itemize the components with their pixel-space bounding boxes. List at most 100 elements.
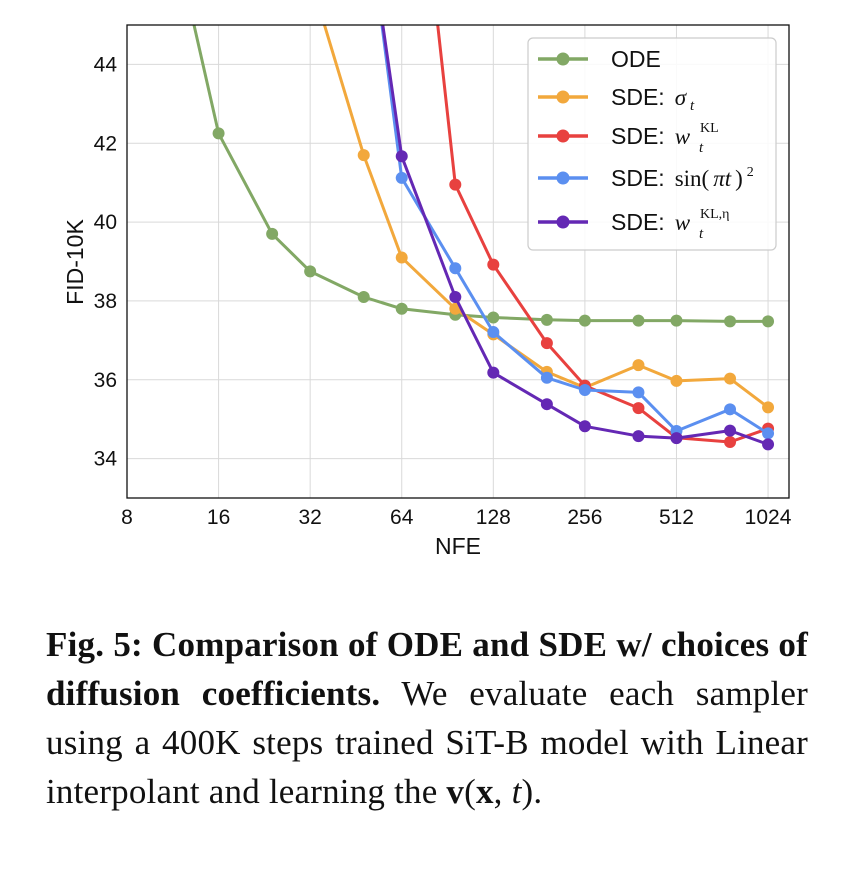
data-point [449, 262, 462, 275]
legend-w-symbol: w [675, 210, 691, 235]
y-tick-label: 44 [94, 53, 118, 76]
data-point [670, 432, 683, 445]
legend-marker-sde-sin [556, 171, 570, 185]
data-point [540, 313, 553, 326]
legend-label-ode: ODE [611, 46, 661, 72]
data-point [395, 171, 408, 184]
x-tick-label: 16 [207, 506, 230, 529]
y-tick-label: 34 [94, 448, 118, 471]
legend-square-superscript: 2 [747, 165, 754, 180]
series-line [192, 25, 768, 323]
y-tick-labels: 34 36 38 40 42 44 [94, 53, 118, 470]
data-point [578, 383, 591, 396]
legend-entry-sde-wkl-eta: SDE: w KL,η t [538, 207, 729, 242]
data-point [540, 371, 553, 384]
data-point [724, 372, 737, 385]
data-point [487, 326, 500, 339]
series-0 [192, 25, 775, 328]
x-tick-label: 8 [121, 506, 133, 529]
x-tick-label: 512 [659, 506, 694, 529]
fid-vs-nfe-chart: 8 16 32 64 128 256 512 1024 34 36 38 40 42 44 NFE FI… [62, 24, 792, 559]
caption-body: We evaluate each sampler using a 400K st… [46, 674, 808, 811]
caption-math-t: t [511, 772, 522, 811]
data-point [395, 302, 408, 315]
data-point [724, 403, 737, 416]
series-4 [381, 25, 775, 451]
data-point [632, 314, 645, 327]
legend-sigma-subscript: t [690, 98, 695, 114]
legend-sin-text: sin( [675, 166, 710, 191]
data-point [540, 337, 553, 350]
caption-paren-close: ). [521, 772, 543, 811]
data-point [578, 420, 591, 433]
caption-math-v: v [446, 772, 465, 811]
legend-wkl-superscript: KL [700, 121, 719, 136]
legend-marker-sde-wkl-eta [556, 215, 570, 229]
x-tick-label: 32 [298, 506, 321, 529]
data-point [487, 311, 500, 324]
legend-wkl-eta-superscript: KL,η [700, 207, 729, 222]
legend-sde-prefix: SDE: [611, 123, 665, 149]
y-tick-label: 42 [94, 132, 117, 155]
data-point [449, 178, 462, 191]
legend-entry-sde-sin: SDE: sin( πt ) 2 [538, 165, 754, 191]
figure-caption: Fig. 5: Comparison of ODE and SDE w/ cho… [46, 620, 808, 816]
data-point [762, 427, 775, 440]
y-axis-label: FID-10K [62, 219, 88, 305]
data-point [578, 314, 591, 327]
data-point [357, 149, 370, 162]
data-point [487, 366, 500, 379]
legend-label-sde-wkl-eta: SDE: w [611, 209, 691, 235]
data-point [724, 424, 737, 437]
y-tick-label: 38 [94, 290, 117, 313]
legend-pi-t: πt [713, 166, 732, 191]
data-point [724, 436, 737, 449]
legend-entry-sde-sigma: SDE: σ t [538, 84, 695, 114]
data-point [357, 290, 370, 303]
y-tick-label: 36 [94, 369, 117, 392]
legend-marker-ode [556, 52, 570, 66]
legend-entry-ode: ODE [538, 46, 661, 72]
legend-sigma-symbol: σ [675, 85, 688, 110]
legend-sde-prefix: SDE: [611, 209, 665, 235]
data-point [762, 315, 775, 328]
data-point [724, 315, 737, 328]
legend-sde-prefix: SDE: [611, 84, 665, 110]
data-point [487, 258, 500, 271]
legend-w-symbol: w [675, 124, 691, 149]
data-point [762, 438, 775, 451]
legend-label-sde-sin: SDE: sin( πt ) 2 [611, 165, 754, 191]
x-tick-label: 64 [390, 506, 414, 529]
plot-frame [126, 24, 790, 499]
data-point [632, 402, 645, 415]
data-point [395, 150, 408, 163]
caption-title: Fig. 5: Comparison of ODE and SDE w/ cho… [46, 625, 808, 713]
y-tick-label: 40 [94, 211, 117, 234]
data-point [266, 227, 279, 240]
caption-comma: , [493, 772, 503, 811]
data-point [670, 374, 683, 387]
legend-wkl-eta-subscript: t [699, 226, 704, 242]
caption-math-x: x [475, 772, 494, 811]
legend-entry-sde-wkl: SDE: w KL t [538, 121, 719, 156]
legend-marker-sde-sigma [556, 90, 570, 104]
data-point [632, 386, 645, 399]
legend-wkl-subscript: t [699, 140, 704, 156]
data-point [304, 265, 317, 278]
data-point [449, 290, 462, 303]
x-tick-label: 128 [476, 506, 511, 529]
series-line [381, 25, 769, 446]
series-layer [192, 25, 775, 451]
x-tick-label: 1024 [745, 506, 792, 529]
legend-close-paren: ) [735, 166, 743, 191]
x-tick-labels: 8 16 32 64 128 256 512 1024 [121, 506, 792, 529]
data-point [632, 430, 645, 443]
x-tick-label: 256 [567, 506, 602, 529]
data-point [395, 251, 408, 264]
legend-sde-prefix: SDE: [611, 165, 665, 191]
legend-label-sde-sigma: SDE: σ t [611, 84, 695, 114]
data-point [212, 127, 225, 140]
legend-marker-sde-wkl [556, 129, 570, 143]
data-point [540, 398, 553, 411]
legend: ODE SDE: σ t SDE: w KL t SDE: [527, 37, 777, 251]
